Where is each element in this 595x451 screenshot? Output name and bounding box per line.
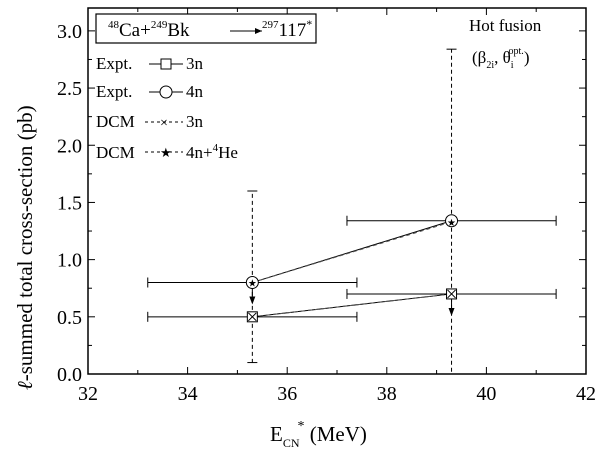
series-line-x <box>252 293 452 318</box>
legend-suffix-1: 4n <box>186 82 204 101</box>
data-point-circle <box>245 276 259 289</box>
reaction-arrow-head <box>255 28 262 34</box>
legend-label-2: DCM <box>96 112 135 131</box>
series-line-star <box>252 221 452 283</box>
y-axis-title: ℓ-summed total cross-section (pb) <box>13 105 37 390</box>
legend-square-marker <box>160 58 172 70</box>
data-point-circle <box>445 214 459 228</box>
x-tick-label: 40 <box>476 383 496 405</box>
cn-number: 117 <box>279 20 307 41</box>
y-tick-label: 1.0 <box>57 250 82 272</box>
data-point-star: ★ <box>248 279 257 290</box>
y-tick-label: 3.0 <box>57 21 82 43</box>
legend-label-0: Expt. <box>96 54 132 73</box>
compound-nucleus: 297117* <box>262 17 312 41</box>
error-bars <box>147 48 557 375</box>
data-point-star: ★ <box>447 218 456 229</box>
x-tick-label: 42 <box>576 383 595 405</box>
series-markers: ★★ <box>245 214 459 323</box>
x-tick-label: 32 <box>78 383 98 405</box>
legend-suffix-2: 3n <box>186 112 204 131</box>
y-tick-label: 1.5 <box>57 192 82 214</box>
y-tick-label: 0.5 <box>57 307 82 329</box>
target: Bk <box>167 20 190 41</box>
y-tick-label: 2.5 <box>57 78 82 100</box>
data-point-x <box>447 289 456 299</box>
x-axis-title: ECN* (MeV) <box>270 419 367 450</box>
legend-suffix-0: 3n <box>186 54 204 73</box>
cn-star: * <box>306 17 312 31</box>
annotation-hot-fusion: Hot fusion <box>469 16 542 35</box>
x-tick-label: 36 <box>277 383 297 405</box>
legend-star-marker: ★ <box>160 145 172 160</box>
y-tick-label: 2.0 <box>57 135 82 157</box>
projectile: Ca+ <box>119 20 151 41</box>
data-point-x <box>247 312 257 322</box>
legend-suffix-3: 4n+4He <box>186 142 238 162</box>
x-tick-label: 34 <box>178 383 198 405</box>
limit-arrow-head <box>249 296 256 305</box>
series-lines <box>252 220 452 318</box>
x-tick-label: 38 <box>377 383 397 405</box>
legend-label-1: Expt. <box>96 82 132 101</box>
projectile-mass: 48 <box>108 19 120 31</box>
reaction-box <box>95 13 317 44</box>
reaction-label: 48Ca+249Bk <box>108 19 190 41</box>
legend-x-marker: × <box>160 116 168 131</box>
axis-ticks: 32 34 36 38 40 42 0.0 0.5 1.0 1.5 2.0 2.5 3.0 <box>57 8 595 405</box>
series-line-circle <box>252 220 452 283</box>
annotation-deformation: (β2i, θiopt.) <box>472 46 529 71</box>
legend-circle-marker <box>159 85 173 99</box>
cn-mass: 297 <box>262 19 279 31</box>
y-tick-label: 0.0 <box>57 364 82 386</box>
legend: Expt. 3n Expt. 4n DCM × 3n DCM ★ 4n+4He <box>96 54 238 162</box>
limit-arrow-head <box>448 307 455 316</box>
legend-label-3: DCM <box>96 143 135 162</box>
target-mass: 249 <box>151 19 168 31</box>
